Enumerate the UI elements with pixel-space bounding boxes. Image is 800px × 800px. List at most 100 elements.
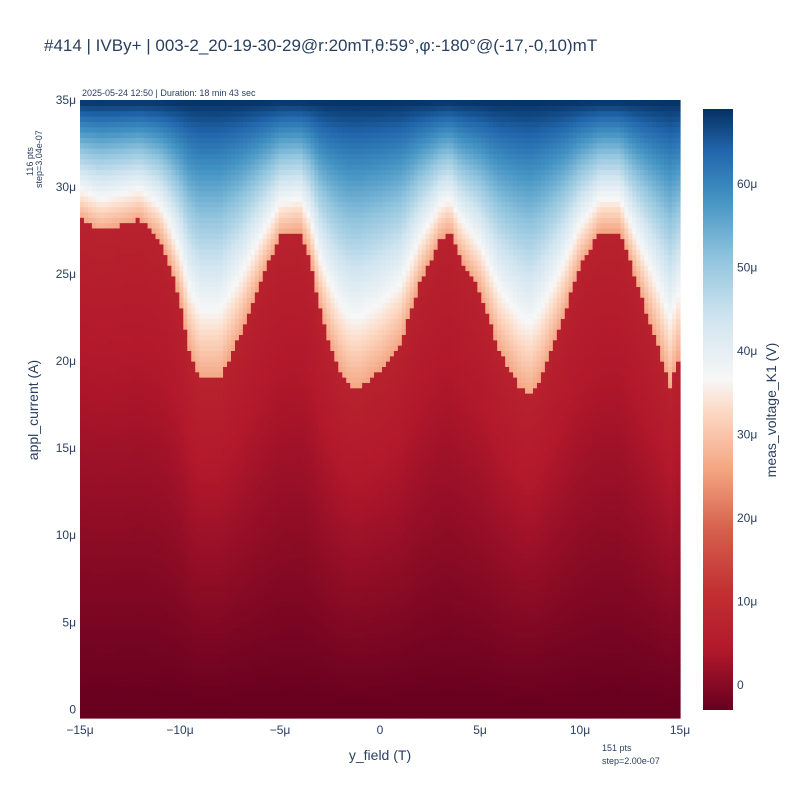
heatmap-cell <box>96 324 101 330</box>
heatmap-cell <box>96 595 101 601</box>
heatmap-cell <box>136 132 141 138</box>
heatmap-cell <box>80 430 85 436</box>
heatmap-cell <box>96 313 101 319</box>
heatmap-cell <box>183 627 188 633</box>
heatmap-cell <box>243 366 248 372</box>
heatmap-cell <box>120 505 125 511</box>
heatmap-cell <box>239 500 244 506</box>
heatmap-cell <box>239 313 244 319</box>
heatmap-cell <box>140 409 145 415</box>
heatmap-cell <box>152 393 157 399</box>
heatmap-cell <box>96 468 101 474</box>
heatmap-cell <box>144 670 149 676</box>
heatmap-cell <box>239 239 244 245</box>
heatmap-cell <box>96 233 101 239</box>
heatmap-cell <box>215 611 220 617</box>
heatmap-cell <box>235 196 240 202</box>
heatmap-cell <box>163 270 168 276</box>
heatmap-plot-area[interactable] <box>80 100 681 719</box>
heatmap-cell <box>100 516 105 522</box>
heatmap-cell <box>112 356 117 362</box>
heatmap-cell <box>163 404 168 410</box>
heatmap-cell <box>92 691 97 697</box>
heatmap-cell <box>92 617 97 623</box>
heatmap-cell <box>243 713 248 719</box>
heatmap-cell <box>231 175 236 181</box>
heatmap-cell <box>128 558 133 564</box>
heatmap-cell <box>239 654 244 660</box>
heatmap-cell <box>144 244 149 250</box>
heatmap-cell <box>235 643 240 649</box>
heatmap-cell <box>136 153 141 159</box>
heatmap-cell <box>120 105 125 111</box>
heatmap-cell <box>116 627 121 633</box>
heatmap-cell <box>191 350 196 356</box>
heatmap-cell <box>112 148 117 154</box>
heatmap-cell <box>215 372 220 378</box>
heatmap-cell <box>136 185 141 191</box>
heatmap-cell <box>88 606 93 612</box>
heatmap-cell <box>199 148 204 154</box>
heatmap-cell <box>124 697 129 703</box>
heatmap-cell <box>199 489 204 495</box>
heatmap-cell <box>183 180 188 186</box>
heatmap-cell <box>128 223 133 229</box>
heatmap-cell <box>215 270 220 276</box>
heatmap-cell <box>88 654 93 660</box>
heatmap-cell <box>124 302 129 308</box>
heatmap-cell <box>136 334 141 340</box>
heatmap-cell <box>80 564 85 570</box>
heatmap-cell <box>171 228 176 234</box>
heatmap-cell <box>247 302 252 308</box>
heatmap-cell <box>96 526 101 532</box>
heatmap-cell <box>219 217 224 223</box>
heatmap-cell <box>227 228 232 234</box>
heatmap-cell <box>235 521 240 527</box>
heatmap-cell <box>215 249 220 255</box>
heatmap-cell <box>235 707 240 713</box>
heatmap-cell <box>108 137 113 143</box>
heatmap-cell <box>247 553 252 559</box>
heatmap-cell <box>92 633 97 639</box>
heatmap-cell <box>100 500 105 506</box>
heatmap-cell <box>207 505 212 511</box>
heatmap-cell <box>120 223 125 229</box>
heatmap-cell <box>112 468 117 474</box>
heatmap-cell <box>148 105 153 111</box>
heatmap-cell <box>163 143 168 149</box>
heatmap-cell <box>163 366 168 372</box>
heatmap-cell <box>108 207 113 213</box>
heatmap-cell <box>167 345 172 351</box>
heatmap-cell <box>159 516 164 522</box>
heatmap-cell <box>247 436 252 442</box>
heatmap-cell <box>112 601 117 607</box>
heatmap-cell <box>120 244 125 250</box>
heatmap-cell <box>171 260 176 266</box>
heatmap-cell <box>136 691 141 697</box>
heatmap-cell <box>175 260 180 266</box>
heatmap-cell <box>187 372 192 378</box>
heatmap-cell <box>211 148 216 154</box>
heatmap-cell <box>104 638 109 644</box>
heatmap-cell <box>199 606 204 612</box>
heatmap-cell <box>136 228 141 234</box>
heatmap-cell <box>219 105 224 111</box>
heatmap-cell <box>227 484 232 490</box>
heatmap-cell <box>124 420 129 426</box>
heatmap-cell <box>108 148 113 154</box>
heatmap-cell <box>156 260 161 266</box>
heatmap-cell <box>120 116 125 122</box>
heatmap-cell <box>179 308 184 314</box>
heatmap-cell <box>163 212 168 218</box>
heatmap-cell <box>156 542 161 548</box>
heatmap-cell <box>247 574 252 580</box>
heatmap-cell <box>235 409 240 415</box>
heatmap-cell <box>171 611 176 617</box>
heatmap-cell <box>96 105 101 111</box>
heatmap-cell <box>195 574 200 580</box>
heatmap-cell <box>219 611 224 617</box>
heatmap-cell <box>247 468 252 474</box>
heatmap-cell <box>247 270 252 276</box>
heatmap-cell <box>80 595 85 601</box>
heatmap-cell <box>215 153 220 159</box>
